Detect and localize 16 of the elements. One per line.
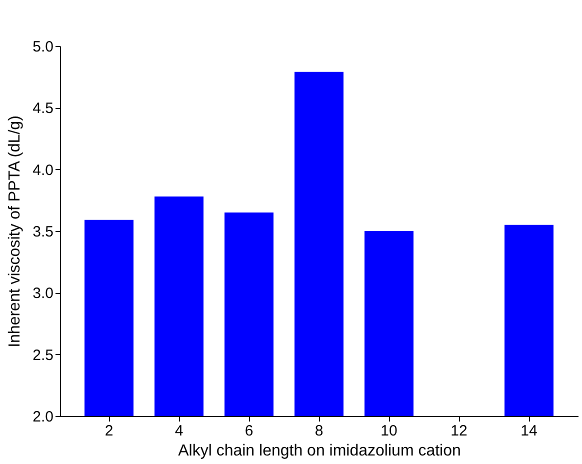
x-tick-label: 12: [450, 422, 468, 440]
y-tick-label: 2.5: [32, 346, 54, 364]
y-tick-label: 4.5: [32, 100, 54, 118]
x-tick-label: 4: [174, 422, 184, 440]
y-tick-label: 4.0: [32, 162, 54, 179]
x-tick-label: 2: [104, 422, 114, 440]
x-tick-label: 14: [520, 422, 538, 440]
y-tick-label: 2.0: [32, 408, 54, 426]
x-tick-label: 6: [244, 422, 254, 440]
y-tick-label: 3.0: [32, 285, 54, 302]
y-tick-label: 3.5: [32, 224, 54, 240]
x-axis-title: Alkyl chain length on imidazolium cation: [178, 442, 461, 460]
y-tick-label: 5.0: [32, 38, 54, 56]
y-axis-title: Inherent viscosity of PPTA (dL/g): [6, 116, 24, 348]
x-tick-label: 8: [314, 422, 324, 440]
x-tick-label: 10: [380, 422, 398, 440]
